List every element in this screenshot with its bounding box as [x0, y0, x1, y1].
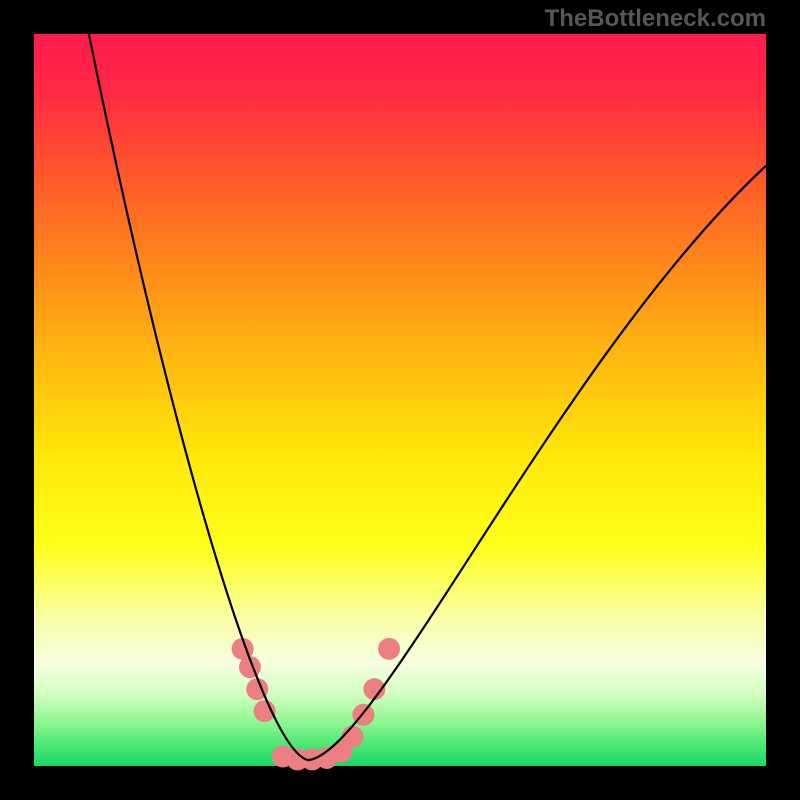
- curve-overlay: [0, 0, 800, 800]
- left-curve: [89, 34, 309, 760]
- chart-container: TheBottleneck.com: [0, 0, 800, 800]
- data-marker: [341, 726, 363, 748]
- watermark-text: TheBottleneck.com: [545, 5, 766, 33]
- right-curve: [309, 166, 767, 760]
- data-marker: [378, 638, 400, 660]
